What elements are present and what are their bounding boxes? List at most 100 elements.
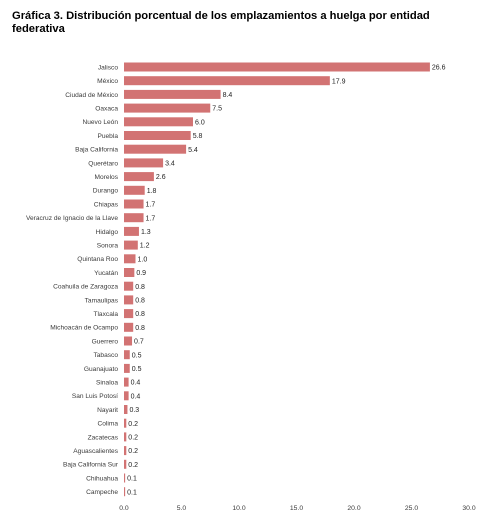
bar bbox=[124, 62, 430, 72]
bar bbox=[124, 172, 154, 182]
bar bbox=[124, 117, 193, 127]
value-label: 0.8 bbox=[135, 325, 145, 332]
category-label: Tlaxcala bbox=[93, 311, 118, 318]
bar bbox=[124, 336, 133, 346]
bar bbox=[124, 432, 127, 442]
category-label: Nayarit bbox=[97, 407, 118, 414]
category-label: Tamaulipas bbox=[85, 297, 119, 304]
value-label: 0.5 bbox=[132, 366, 142, 373]
value-label: 0.4 bbox=[131, 380, 141, 387]
bar bbox=[124, 418, 127, 428]
category-label: Zacatecas bbox=[88, 434, 119, 441]
value-label: 0.1 bbox=[127, 476, 137, 483]
bar bbox=[124, 103, 211, 113]
x-tick-label: 10.0 bbox=[232, 505, 245, 512]
value-label: 6.0 bbox=[195, 119, 205, 126]
value-label: 0.8 bbox=[135, 298, 145, 305]
category-label: Guanajuato bbox=[84, 366, 118, 373]
category-label: Puebla bbox=[97, 133, 118, 140]
bar bbox=[124, 363, 130, 373]
bar bbox=[124, 322, 134, 332]
bar bbox=[124, 473, 126, 483]
bar bbox=[124, 309, 134, 319]
value-label: 0.2 bbox=[128, 421, 138, 428]
bar bbox=[124, 199, 144, 209]
bar bbox=[124, 487, 126, 497]
category-label: Hidalgo bbox=[96, 229, 119, 236]
bar bbox=[124, 213, 144, 223]
category-label: Aguascalientes bbox=[73, 448, 118, 455]
category-label: San Luis Potosí bbox=[72, 393, 118, 400]
value-label: 1.0 bbox=[138, 256, 148, 263]
category-label: Quintana Roo bbox=[77, 256, 118, 263]
value-label: 5.4 bbox=[188, 147, 198, 154]
value-label: 1.7 bbox=[146, 215, 156, 222]
value-label: 0.7 bbox=[134, 339, 144, 346]
category-label: Yucatán bbox=[94, 270, 118, 277]
category-label: Nuevo León bbox=[82, 119, 118, 126]
chart-title: Gráfica 3. Distribución porcentual de lo… bbox=[12, 10, 430, 35]
value-label: 17.9 bbox=[332, 78, 346, 85]
bar bbox=[124, 226, 139, 236]
category-label: Durango bbox=[93, 188, 119, 195]
bar bbox=[124, 281, 134, 291]
category-label: Campeche bbox=[86, 489, 118, 496]
category-label: Tabasco bbox=[93, 352, 118, 359]
bar bbox=[124, 268, 135, 277]
value-label: 1.8 bbox=[147, 188, 157, 195]
bar bbox=[124, 405, 128, 414]
value-label: 0.5 bbox=[132, 352, 142, 359]
category-label: México bbox=[97, 78, 118, 85]
category-label: Querétaro bbox=[88, 160, 118, 167]
value-label: 2.6 bbox=[156, 174, 166, 181]
category-label: Guerrero bbox=[92, 338, 119, 345]
bar bbox=[124, 185, 145, 195]
bar bbox=[124, 76, 330, 86]
bar bbox=[124, 89, 221, 99]
bar bbox=[124, 158, 164, 168]
bar bbox=[124, 295, 134, 305]
category-label: Sonora bbox=[97, 243, 119, 250]
category-label: Chihuahua bbox=[86, 475, 118, 482]
category-label: Jalisco bbox=[98, 64, 118, 71]
bar bbox=[124, 459, 127, 469]
value-label: 0.4 bbox=[131, 393, 141, 400]
bar bbox=[124, 254, 136, 264]
x-tick-label: 5.0 bbox=[177, 505, 187, 512]
category-label: Baja California Sur bbox=[63, 462, 119, 469]
value-label: 0.1 bbox=[127, 489, 137, 496]
bar bbox=[124, 446, 127, 456]
x-tick-label: 0.0 bbox=[119, 505, 129, 512]
value-label: 0.2 bbox=[128, 462, 138, 469]
category-label: Chiapas bbox=[94, 201, 119, 208]
category-label: Ciudad de México bbox=[65, 92, 118, 99]
bar bbox=[124, 131, 191, 140]
category-label: Veracruz de Ignacio de la Llave bbox=[26, 215, 118, 222]
value-label: 0.8 bbox=[135, 284, 145, 291]
value-label: 0.2 bbox=[128, 435, 138, 442]
value-label: 8.4 bbox=[223, 92, 233, 99]
value-label: 0.9 bbox=[136, 270, 146, 277]
bar bbox=[124, 240, 138, 250]
value-label: 5.8 bbox=[193, 133, 203, 140]
category-label: Michoacán de Ocampo bbox=[50, 325, 118, 332]
value-label: 7.5 bbox=[212, 106, 222, 113]
bar bbox=[124, 391, 129, 401]
bar bbox=[124, 350, 130, 360]
x-tick-label: 15.0 bbox=[290, 505, 303, 512]
category-label: Coahuila de Zaragoza bbox=[53, 284, 118, 291]
x-tick-label: 25.0 bbox=[405, 505, 418, 512]
value-label: 1.3 bbox=[141, 229, 151, 236]
bar bbox=[124, 377, 129, 387]
category-label: Oaxaca bbox=[95, 106, 118, 113]
value-label: 26.6 bbox=[432, 65, 446, 72]
value-label: 1.2 bbox=[140, 243, 150, 250]
category-label: Colima bbox=[97, 421, 118, 428]
value-label: 0.8 bbox=[135, 311, 145, 318]
value-label: 3.4 bbox=[165, 161, 175, 168]
category-label: Morelos bbox=[95, 174, 119, 181]
value-label: 0.3 bbox=[129, 407, 139, 414]
value-label: 0.2 bbox=[128, 448, 138, 455]
x-tick-label: 30.0 bbox=[462, 505, 475, 512]
